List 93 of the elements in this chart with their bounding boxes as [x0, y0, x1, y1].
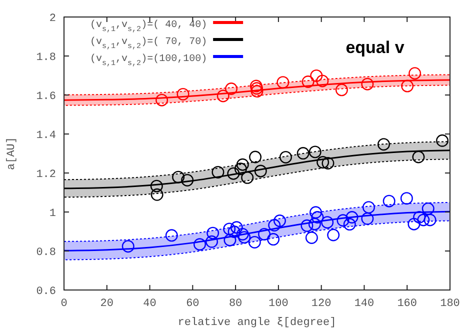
legend-label: (v$_{s,1}$,v$_{s,2}$)=(100,100) [90, 53, 208, 68]
y-tick-label: 2 [49, 13, 56, 25]
point [417, 214, 430, 226]
point [250, 80, 262, 92]
point [156, 94, 168, 106]
point [273, 214, 286, 228]
point [206, 235, 218, 248]
x-tick-label: 180 [440, 298, 460, 310]
point [172, 170, 185, 184]
point [194, 238, 206, 251]
y-tick-label: 1.8 [36, 52, 56, 64]
x-tick-label: 80 [228, 298, 242, 310]
point [225, 82, 238, 95]
point [176, 88, 190, 100]
point [305, 232, 318, 244]
point [150, 188, 164, 201]
y-tick-label: 0.6 [36, 286, 56, 298]
point [400, 192, 413, 205]
point [238, 231, 251, 244]
point [408, 218, 420, 230]
point [150, 180, 163, 192]
annotation: equal v [346, 38, 405, 57]
point [241, 171, 254, 184]
legend-label: (v$_{s,1}$,v$_{s,2}$)=( 70, 70) [90, 36, 208, 51]
point [122, 240, 134, 253]
point [254, 164, 267, 178]
x-tick-label: 60 [186, 298, 200, 310]
y-tick-label: 1.2 [36, 169, 56, 181]
point [224, 234, 236, 246]
point [413, 211, 426, 224]
point [236, 228, 249, 240]
point [300, 219, 314, 232]
point [227, 167, 240, 180]
point [361, 212, 374, 225]
y-axis-title: a[AU] [6, 136, 18, 170]
point [279, 150, 292, 164]
point [234, 162, 247, 176]
y-tick-label: 1.4 [36, 130, 56, 142]
point [302, 76, 314, 88]
point [308, 146, 322, 158]
point [362, 201, 375, 214]
point [321, 216, 334, 229]
point [424, 214, 436, 226]
point [250, 82, 264, 95]
point [181, 174, 194, 186]
point [296, 147, 310, 160]
point [436, 134, 449, 147]
point [316, 156, 330, 169]
point [412, 150, 425, 164]
point [311, 211, 324, 224]
x-tick-label: 160 [397, 298, 418, 310]
point [223, 222, 236, 236]
x-axis-title: relative angle ξ[degree] [178, 317, 336, 329]
point [361, 78, 374, 90]
point [250, 85, 264, 98]
point [336, 214, 350, 227]
point [249, 150, 262, 164]
point [236, 158, 249, 171]
point [322, 157, 334, 170]
x-tick-label: 120 [311, 298, 332, 310]
point [216, 90, 230, 102]
point [408, 67, 422, 80]
point [276, 76, 290, 89]
point [401, 80, 414, 92]
point [422, 202, 434, 215]
point [308, 218, 321, 230]
point [267, 233, 280, 246]
point [382, 194, 396, 208]
x-tick-label: 20 [100, 298, 114, 310]
point [228, 225, 240, 238]
point [268, 219, 281, 232]
point [343, 218, 356, 231]
point [212, 166, 224, 178]
point [327, 228, 340, 242]
y-tick-label: 0.8 [36, 247, 56, 259]
point [310, 69, 323, 82]
point [310, 206, 322, 219]
x-tick-label: 0 [60, 298, 68, 310]
legend-label: (v$_{s,1}$,v$_{s,2}$)=( 40, 40) [90, 19, 208, 34]
point [335, 84, 348, 96]
y-tick-label: 1.6 [36, 91, 56, 103]
point [346, 211, 358, 224]
point [206, 226, 220, 240]
point [316, 74, 329, 88]
x-tick-label: 140 [354, 298, 374, 310]
point [165, 229, 178, 242]
x-tick-label: 40 [143, 298, 156, 310]
point [230, 221, 243, 234]
point [258, 228, 271, 240]
x-tick-label: 100 [268, 298, 288, 310]
point [377, 138, 390, 151]
point [248, 236, 261, 248]
y-tick-label: 1 [49, 208, 56, 220]
